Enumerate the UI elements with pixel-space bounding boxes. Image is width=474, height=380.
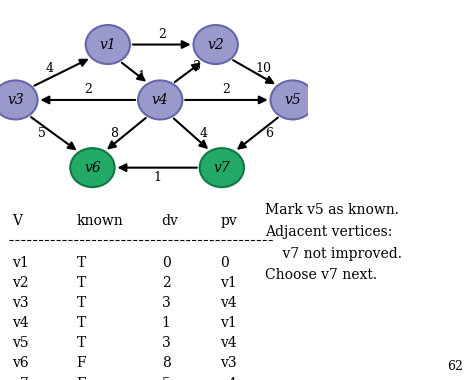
Text: v4: v4	[152, 93, 169, 107]
Text: known: known	[76, 214, 123, 228]
Text: 3: 3	[162, 296, 170, 310]
Text: v6: v6	[84, 161, 101, 175]
Ellipse shape	[200, 148, 244, 187]
Text: 6: 6	[265, 127, 273, 140]
Text: 1: 1	[162, 316, 171, 330]
Ellipse shape	[0, 81, 37, 119]
Text: 0: 0	[220, 256, 229, 270]
Text: v7: v7	[213, 161, 230, 175]
Text: v3: v3	[220, 356, 237, 370]
Text: T: T	[76, 336, 86, 350]
Text: v4: v4	[220, 296, 237, 310]
Text: 3: 3	[162, 336, 170, 350]
Text: 62: 62	[447, 360, 463, 373]
Text: v1: v1	[220, 316, 237, 330]
Ellipse shape	[70, 148, 115, 187]
Text: 8: 8	[162, 356, 170, 370]
Text: 5: 5	[37, 127, 46, 140]
Ellipse shape	[271, 81, 315, 119]
Text: 1: 1	[138, 70, 146, 83]
Text: T: T	[76, 256, 86, 270]
Text: pv: pv	[220, 214, 237, 228]
Text: F: F	[76, 377, 86, 380]
Text: 2: 2	[84, 83, 92, 96]
Ellipse shape	[86, 25, 130, 64]
Text: v1: v1	[12, 256, 28, 270]
Text: v5: v5	[284, 93, 301, 107]
Text: v3: v3	[12, 296, 28, 310]
Text: v4: v4	[220, 377, 237, 380]
Text: V: V	[12, 214, 22, 228]
Text: v2: v2	[207, 38, 224, 52]
Text: 8: 8	[110, 127, 118, 140]
Text: T: T	[76, 316, 86, 330]
Ellipse shape	[138, 81, 182, 119]
Text: v1: v1	[220, 276, 237, 290]
Text: v7: v7	[12, 377, 28, 380]
Text: 2: 2	[222, 83, 230, 96]
Text: 1: 1	[153, 171, 161, 184]
Text: 3: 3	[193, 60, 201, 73]
Text: v5: v5	[12, 336, 28, 350]
Text: v6: v6	[12, 356, 28, 370]
Ellipse shape	[193, 25, 238, 64]
Text: v2: v2	[12, 276, 28, 290]
Text: 10: 10	[255, 62, 272, 74]
Text: 5: 5	[162, 377, 170, 380]
Text: v4: v4	[12, 316, 28, 330]
Text: 2: 2	[158, 28, 166, 41]
Text: v4: v4	[220, 336, 237, 350]
Text: dv: dv	[162, 214, 179, 228]
Text: 0: 0	[162, 256, 170, 270]
Text: 2: 2	[162, 276, 170, 290]
Text: F: F	[76, 356, 86, 370]
Text: v1: v1	[100, 38, 116, 52]
Text: v3: v3	[7, 93, 24, 107]
Text: T: T	[76, 276, 86, 290]
Text: 4: 4	[200, 127, 207, 140]
Text: 4: 4	[46, 62, 53, 74]
Text: T: T	[76, 296, 86, 310]
Text: Mark v5 as known.
Adjacent vertices:
    v7 not improved.
Choose v7 next.: Mark v5 as known. Adjacent vertices: v7 …	[265, 203, 402, 282]
